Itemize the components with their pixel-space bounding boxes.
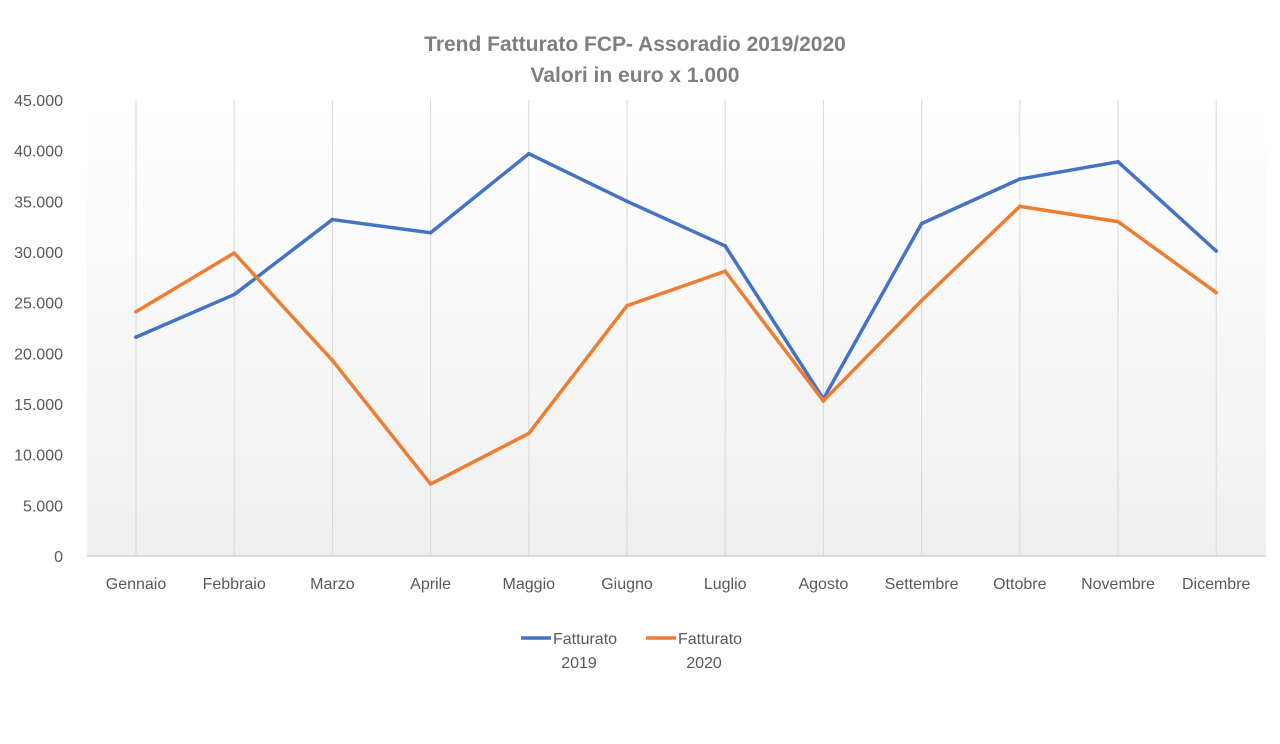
- data-point: [919, 298, 924, 303]
- x-tick-label: Ottobre: [993, 576, 1046, 593]
- y-tick-label: 25.000: [14, 296, 63, 313]
- plot-area: [87, 100, 1266, 556]
- data-point: [1018, 204, 1022, 209]
- data-point: [821, 399, 826, 403]
- data-point: [134, 309, 138, 314]
- y-tick-label: 30.000: [14, 245, 63, 262]
- y-tick-label: 35.000: [14, 194, 63, 211]
- x-tick-label: Giugno: [601, 576, 653, 593]
- gridlines: [135, 100, 1217, 556]
- y-tick-label: 20.000: [14, 346, 63, 363]
- data-point: [1018, 177, 1022, 181]
- y-tick-label: 5.000: [23, 498, 63, 515]
- legend-label: Fatturato: [678, 631, 742, 648]
- data-point: [330, 217, 335, 222]
- x-tick-label: Settembre: [885, 576, 959, 593]
- data-point: [1116, 160, 1120, 164]
- series-lines: [134, 151, 1218, 486]
- data-point: [428, 230, 433, 235]
- data-point: [723, 244, 727, 248]
- legend-label-year: 2019: [561, 655, 597, 672]
- legend: Fatturato 2019 Fatturato 2020: [521, 631, 742, 672]
- x-tick-label: Febbraio: [203, 576, 266, 593]
- data-point: [527, 431, 531, 436]
- data-point: [232, 251, 236, 255]
- x-tick-label: Agosto: [798, 576, 848, 593]
- y-tick-label: 0: [54, 549, 63, 566]
- data-point: [919, 221, 924, 226]
- data-point: [527, 151, 531, 156]
- data-point: [723, 269, 727, 274]
- x-tick-label: Maggio: [503, 576, 556, 593]
- data-point: [625, 199, 629, 204]
- legend-label-year: 2020: [686, 655, 722, 672]
- y-tick-label: 40.000: [14, 144, 63, 161]
- chart-subtitle: Valori in euro x 1.000: [531, 64, 740, 87]
- data-point: [232, 292, 236, 297]
- series-line-2019: [134, 151, 1218, 401]
- chart-title: Trend Fatturato FCP- Assoradio 2019/2020: [424, 33, 846, 56]
- y-tick-label: 45.000: [14, 93, 63, 110]
- data-point: [428, 482, 433, 486]
- axes: Gennaio Febbraio Marzo Aprile Maggio Giugno Lu…: [14, 93, 1266, 593]
- y-tick-label: 10.000: [14, 448, 63, 465]
- x-tick-label: Marzo: [310, 576, 355, 593]
- x-tick-label: Gennaio: [106, 576, 167, 593]
- legend-label: Fatturato: [553, 631, 617, 648]
- x-tick-label: Luglio: [704, 576, 747, 593]
- data-point: [1214, 290, 1218, 295]
- x-tick-label: Aprile: [410, 576, 451, 593]
- data-point: [134, 335, 138, 339]
- x-tick-label: Novembre: [1081, 576, 1155, 593]
- data-point: [1214, 249, 1218, 253]
- data-point: [330, 358, 335, 363]
- x-tick-label: Dicembre: [1182, 576, 1251, 593]
- data-point: [1116, 219, 1120, 224]
- y-tick-label: 15.000: [14, 397, 63, 414]
- series-line-2020: [134, 204, 1218, 486]
- data-point: [625, 303, 629, 308]
